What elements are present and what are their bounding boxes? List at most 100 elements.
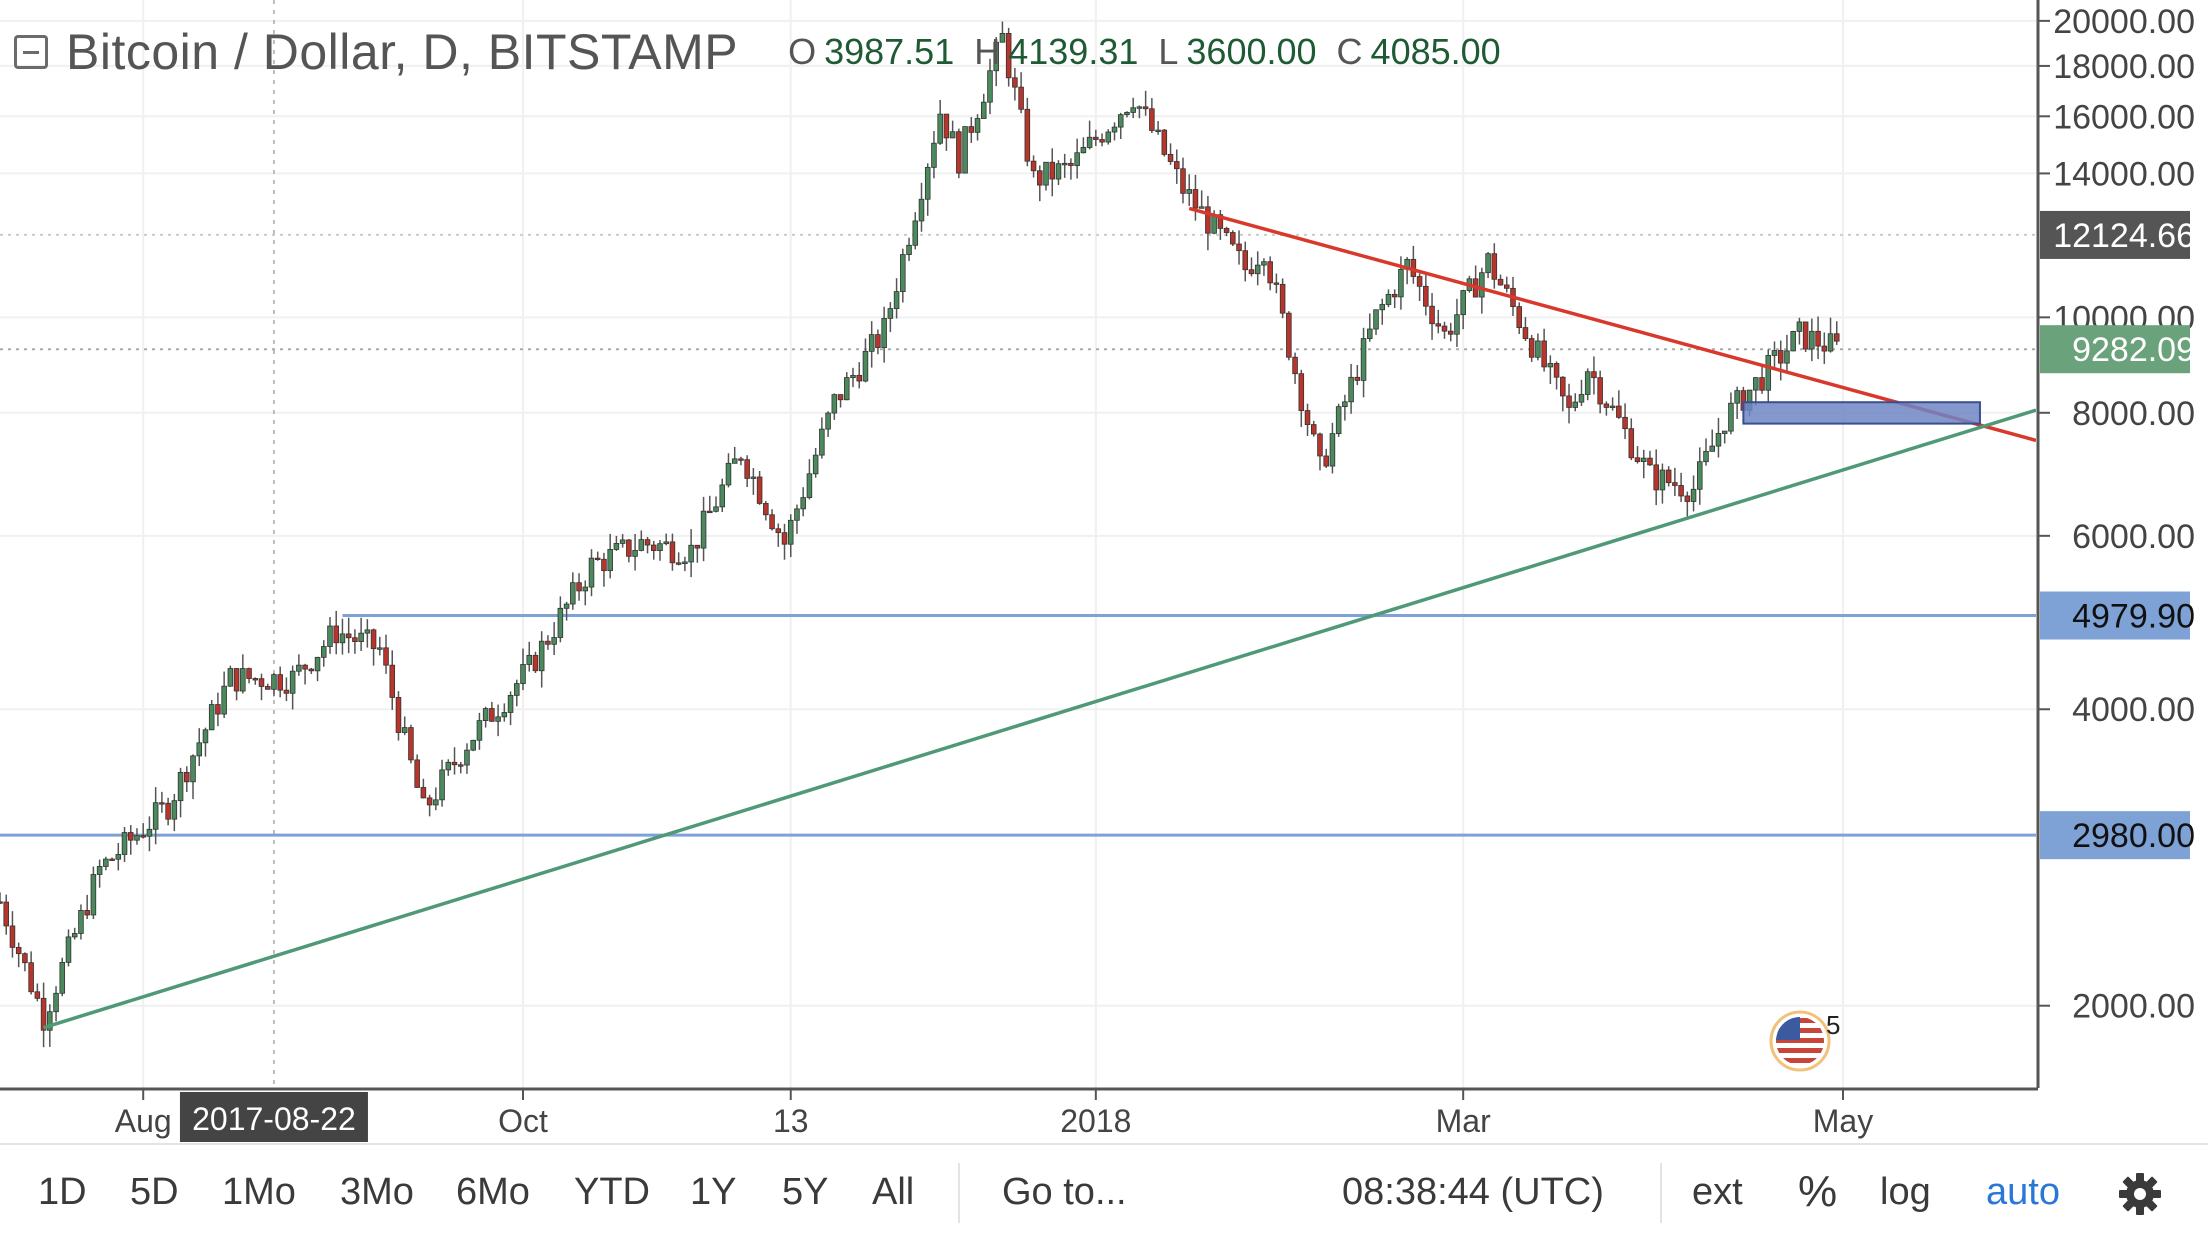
- candle: [819, 417, 825, 459]
- candle: [1591, 356, 1597, 395]
- candle: [1522, 317, 1529, 342]
- candle-body: [258, 678, 265, 687]
- candle: [470, 739, 476, 752]
- utc-clock[interactable]: 08:38:44 (UTC): [1342, 1171, 1604, 1213]
- candle-body: [1491, 253, 1498, 280]
- candle: [1690, 475, 1697, 512]
- candle-body: [1609, 405, 1616, 408]
- candle-body: [1809, 330, 1815, 350]
- candle-body: [1329, 433, 1336, 467]
- candle-body: [90, 874, 97, 916]
- candle: [1261, 258, 1267, 276]
- auto-toggle[interactable]: auto: [1986, 1171, 2060, 1213]
- candle: [426, 794, 433, 817]
- candle: [495, 704, 501, 737]
- candle-body: [1030, 160, 1037, 172]
- candle-body: [1348, 376, 1354, 403]
- log-toggle[interactable]: log: [1880, 1171, 1931, 1213]
- candle-body: [358, 632, 364, 643]
- range-6mo-button[interactable]: 6Mo: [456, 1171, 530, 1213]
- candle-body: [644, 539, 651, 546]
- candle: [744, 455, 750, 488]
- range-5d-button[interactable]: 5D: [130, 1171, 179, 1213]
- candle: [1354, 364, 1361, 386]
- candle-body: [215, 704, 221, 715]
- candle: [1292, 352, 1298, 384]
- candle: [825, 411, 831, 437]
- candle-body: [1429, 305, 1435, 325]
- candle: [1541, 328, 1547, 372]
- candle-body: [240, 668, 246, 692]
- candle-body: [844, 377, 850, 401]
- candle: [208, 700, 215, 731]
- candle: [1024, 97, 1031, 167]
- candle-body: [1771, 350, 1778, 356]
- candle-body: [1479, 272, 1485, 298]
- candle: [769, 509, 775, 531]
- range-all-button[interactable]: All: [872, 1171, 915, 1213]
- candle: [152, 787, 159, 845]
- candle: [1155, 121, 1161, 135]
- range-5y-button[interactable]: 5Y: [782, 1171, 829, 1213]
- candle: [364, 619, 371, 648]
- candle: [1827, 317, 1834, 353]
- crosshair-date-box: [179, 1092, 368, 1142]
- price-chart[interactable]: 20000.0018000.0016000.0014000.0010000.00…: [0, 0, 2208, 1143]
- candle: [800, 487, 806, 517]
- candle: [980, 93, 987, 120]
- us-flag-icon[interactable]: 5: [1768, 1004, 1858, 1074]
- candle-body: [327, 625, 333, 647]
- y-axis-background: [2036, 0, 2208, 1088]
- candle: [514, 679, 520, 707]
- y-tick-label: 20000.00: [2053, 3, 2195, 41]
- candle: [1628, 418, 1635, 461]
- x-tick-label: Mar: [1436, 1103, 1491, 1139]
- candle-body: [1634, 457, 1641, 462]
- collapse-legend-button[interactable]: [14, 35, 48, 69]
- candle-body: [819, 428, 825, 456]
- range-ytd-button[interactable]: YTD: [574, 1171, 650, 1213]
- range-1mo-button[interactable]: 1Mo: [222, 1171, 296, 1213]
- candle-body: [576, 582, 582, 592]
- candle-body: [1566, 395, 1572, 408]
- percent-toggle[interactable]: %: [1798, 1167, 1838, 1216]
- candle-body: [1043, 161, 1049, 186]
- candle: [9, 911, 16, 958]
- candle: [707, 495, 713, 514]
- candle-body: [1827, 333, 1834, 352]
- candle-body: [1111, 126, 1118, 133]
- candle: [401, 716, 408, 736]
- range-1y-button[interactable]: 1Y: [690, 1171, 737, 1213]
- candle: [321, 640, 327, 667]
- range-1d-button[interactable]: 1D: [38, 1171, 87, 1213]
- x-tick-label: 2018: [1060, 1103, 1131, 1139]
- candle-body: [1273, 282, 1280, 285]
- candle: [1503, 276, 1510, 293]
- candle: [1186, 174, 1192, 206]
- candle-body: [1603, 403, 1610, 408]
- range-3mo-button[interactable]: 3Mo: [340, 1171, 414, 1213]
- goto-date-button[interactable]: Go to...: [1002, 1171, 1127, 1213]
- candle-body: [638, 539, 645, 551]
- gear-icon[interactable]: [2118, 1172, 2162, 1216]
- candle: [1012, 67, 1018, 101]
- candle: [1342, 394, 1348, 421]
- candle: [1796, 317, 1803, 345]
- candle: [78, 904, 84, 940]
- candle: [1429, 293, 1435, 340]
- candle-body: [296, 664, 302, 672]
- candle-body: [937, 113, 943, 144]
- candle: [1317, 432, 1323, 471]
- price-label-box: [2040, 325, 2190, 374]
- ext-toggle[interactable]: ext: [1692, 1171, 1743, 1213]
- candle: [1105, 129, 1112, 145]
- candle-body: [1703, 450, 1709, 463]
- candle: [868, 321, 875, 368]
- candle: [445, 759, 452, 776]
- candle: [663, 533, 669, 546]
- candle: [383, 634, 389, 674]
- candle: [1423, 274, 1429, 316]
- candle-body: [750, 476, 757, 479]
- candle-body: [408, 727, 414, 761]
- candle-body: [856, 374, 862, 382]
